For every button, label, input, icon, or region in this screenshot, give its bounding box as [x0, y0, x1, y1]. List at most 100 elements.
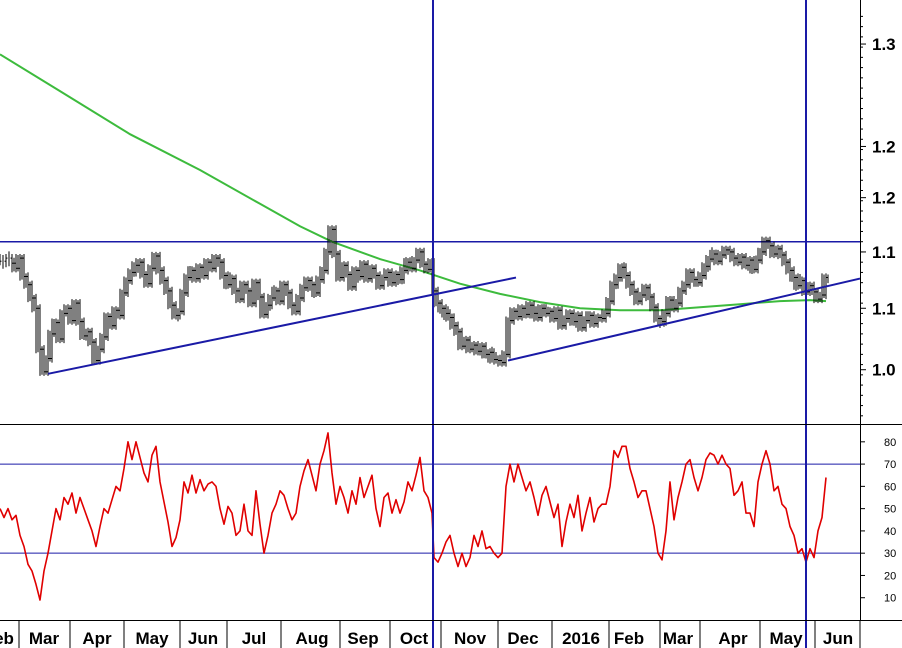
rsi-axis-label: 80: [884, 437, 896, 449]
price-bar: [74, 299, 79, 326]
price-bar: [294, 293, 299, 316]
price-bar: [38, 304, 43, 376]
price-bar: [198, 263, 203, 283]
price-bar: [536, 304, 541, 322]
price-bar: [480, 342, 485, 359]
price-bar: [548, 307, 553, 323]
price-bar: [572, 309, 577, 328]
price-bar: [544, 304, 549, 318]
rsi-axis-label: 30: [884, 548, 896, 560]
price-bar: [170, 286, 175, 320]
price-bar: [310, 276, 315, 298]
price-bar: [500, 350, 505, 367]
price-axis-label: 1.0: [872, 361, 896, 380]
price-bar: [354, 266, 359, 291]
price-bar: [370, 264, 375, 283]
price-bar: [516, 304, 521, 321]
price-bar: [472, 341, 477, 356]
price-bar: [278, 280, 283, 306]
price-bar: [110, 306, 115, 330]
month-label: May: [769, 629, 803, 648]
price-bar: [174, 301, 179, 322]
moving-average-line: [0, 53, 827, 312]
price-bar: [234, 274, 239, 304]
price-bar: [66, 304, 71, 325]
price-bar: [456, 321, 461, 351]
price-bar: [94, 338, 99, 365]
price-bar: [728, 245, 733, 263]
price-bar: [322, 247, 327, 284]
price-bar: [418, 247, 423, 269]
price-bar: [146, 264, 151, 288]
price-bar: [186, 266, 191, 297]
price-bar: [298, 283, 303, 316]
rsi-axis-label: 70: [884, 459, 896, 471]
price-bar: [756, 247, 761, 274]
price-bar: [126, 268, 131, 297]
price-bar: [704, 255, 709, 280]
price-bar: [314, 275, 319, 297]
price-bar: [70, 299, 75, 325]
price-bar: [410, 256, 415, 273]
month-label: Mar: [663, 629, 694, 648]
price-bar: [98, 332, 103, 365]
price-bar: [42, 345, 47, 376]
price-bar: [142, 258, 147, 288]
price-bar: [262, 292, 267, 319]
month-label: Apr: [718, 629, 748, 648]
price-bar: [14, 254, 19, 273]
price-bar: [632, 280, 637, 306]
price-bar: [218, 254, 223, 280]
price-bar: [254, 278, 259, 308]
price-bar: [732, 247, 737, 267]
price-bar: [508, 307, 513, 359]
price-bar: [374, 264, 379, 290]
reference-lines: [0, 240, 860, 554]
price-bar: [552, 306, 557, 323]
price-bar: [366, 260, 371, 283]
price-bar: [752, 255, 757, 274]
price-bar: [378, 271, 383, 290]
price-bar: [788, 258, 793, 282]
support-trendline: [507, 277, 861, 362]
price-bar: [106, 312, 111, 341]
month-label: Apr: [82, 629, 112, 648]
month-label: Jun: [188, 629, 218, 648]
price-bar: [488, 346, 493, 364]
price-axis-label: 1.2: [872, 189, 896, 208]
price-bar: [440, 299, 445, 320]
price-bar: [524, 301, 529, 319]
price-axis-label: 1.2: [872, 137, 896, 156]
price-bar: [342, 261, 347, 282]
price-bar: [122, 276, 127, 320]
price-bar: [230, 274, 235, 295]
price-bar: [82, 317, 87, 341]
price-bar: [492, 348, 497, 365]
price-bar: [118, 288, 123, 320]
price-bar: [246, 280, 251, 308]
price-bar: [358, 260, 363, 281]
price-bar: [90, 327, 95, 365]
price-bar: [452, 313, 457, 336]
price-bar: [744, 253, 749, 271]
price-bar: [394, 270, 399, 287]
price-bar: [604, 297, 609, 323]
price-bar: [114, 306, 119, 330]
price-bar: [202, 258, 207, 280]
price-bar: [34, 293, 39, 354]
price-bar: [222, 258, 227, 290]
price-bar: [286, 280, 291, 310]
rsi-axis-label: 20: [884, 570, 896, 582]
price-bar: [274, 286, 279, 306]
price-bar: [620, 262, 625, 282]
vertical-markers-layer: [432, 0, 807, 648]
price-bar: [338, 249, 343, 282]
rsi-axis-label: 60: [884, 481, 896, 493]
price-bar: [306, 276, 311, 292]
price-bar: [716, 249, 721, 266]
month-label: Sep: [347, 629, 378, 648]
rsi-axis-label: 50: [884, 504, 896, 516]
price-bar: [796, 273, 801, 290]
price-bar: [768, 236, 773, 259]
